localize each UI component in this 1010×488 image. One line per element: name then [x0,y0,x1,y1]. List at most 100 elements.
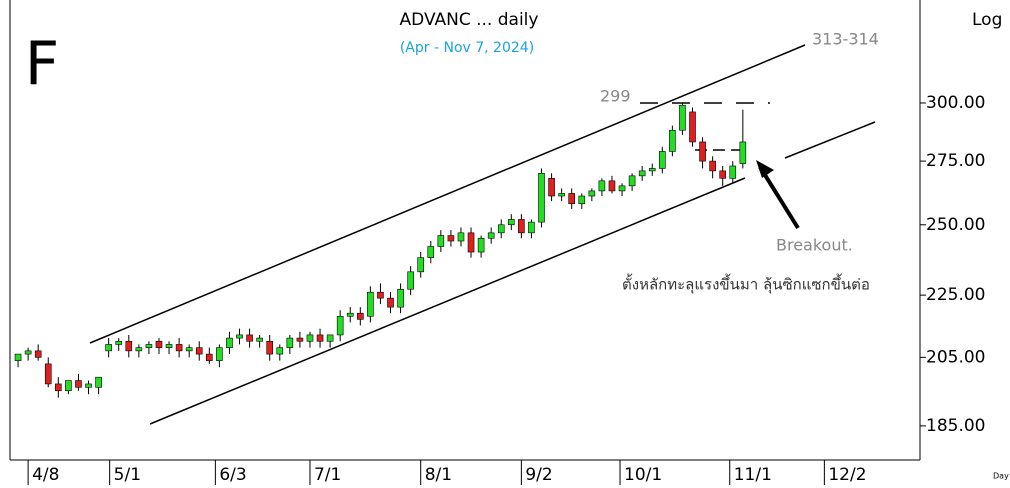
candle-body [387,297,394,308]
candle-body [145,344,153,348]
candle-body [628,175,636,187]
candle-body [175,344,183,352]
candle-body [407,271,414,290]
candle-body [135,347,143,352]
candle-body [578,195,586,205]
candle-body [336,315,344,336]
candle-body [105,344,112,352]
candle-body [34,350,42,358]
x-tick-label: 9/2 [525,465,552,485]
candle-body [679,104,686,131]
x-tick-label: 8/1 [425,465,452,485]
high-label: 299 [600,87,631,106]
candle-body [689,111,696,143]
candle-body [95,376,102,388]
candle-body [75,380,82,388]
y-tick-label: 225.00 [926,285,985,305]
candle-body [256,337,263,342]
candle-body [357,312,364,320]
candle-body [165,344,173,348]
candle-body [44,363,52,385]
candle-body [558,193,565,197]
candle-body [638,170,646,177]
candle-body [14,353,22,361]
candle-body [417,257,425,273]
candle-body [85,383,92,388]
candle-body [24,350,32,355]
candle-body [155,340,163,348]
candle-body [326,334,334,342]
candle-body [719,170,726,179]
y-tick-label: 250.00 [926,215,985,235]
candle-body [447,235,455,242]
y-tick-label: 185.00 [926,416,985,436]
candle-body [397,288,404,308]
lower-channel [149,177,746,425]
candle-body [548,178,555,197]
x-tick-label: 11/1 [734,465,772,485]
candle-body [528,221,535,234]
candle-body [508,219,515,226]
breakout-label: Breakout. [776,236,853,255]
candle-body [185,347,193,352]
candle-body [206,353,213,361]
candle-body [608,180,616,192]
candle-body [457,232,465,242]
candle-body [729,165,737,179]
chart-title: ADVANC ... daily [400,10,539,30]
candle-body [276,347,284,355]
candle-body [195,347,203,355]
letter: F [25,30,60,100]
arrow [758,165,800,230]
candle-body [286,337,294,348]
candle-body [739,141,747,164]
x-tick-label: 10/1 [624,465,662,485]
projection-line [784,121,876,159]
candle-body [497,224,505,234]
target-label: 313-314 [812,30,879,49]
y-tick-label: 300.00 [926,93,985,113]
x-tick-label: 5/1 [114,465,141,485]
candle-body [709,160,716,172]
upper-channel [89,44,806,344]
candle-body [538,173,545,223]
candle-body [346,312,354,317]
candle-body [487,232,495,239]
candle-body [659,151,666,169]
scale-label: Log [972,10,1002,30]
x-tick-label: 12/2 [828,465,866,485]
footer-label: Day [993,472,1009,481]
candle-body [477,237,485,253]
chart-subtitle: (Apr - Nov 7, 2024) [400,40,534,56]
candle-body [618,185,626,192]
x-tick-label: 4/8 [32,465,59,485]
candle-body [296,337,304,342]
candle-body [316,334,324,342]
note: ตั้งหลักทะลุแรงขึ้นมา ลุ้นซิกแซกขึ้นต่อ [622,274,870,295]
candle-body [518,219,525,234]
x-tick-label: 7/1 [314,465,341,485]
candle-body [598,180,606,192]
candle-body [125,340,133,352]
candle-body [648,168,656,172]
candle-body [226,337,233,348]
y-tick-label: 205.00 [926,347,985,367]
candle-body [246,334,253,342]
candle-body [306,334,314,342]
candle-body [588,190,596,197]
candle-body [216,347,223,361]
candle-body [699,141,706,162]
candle-body [568,193,576,205]
candle-body [377,291,384,299]
y-tick-label: 275.00 [926,151,985,171]
candle-body [437,235,445,247]
candle-body [427,246,435,258]
candle-body [115,340,123,345]
candle-body [669,129,676,152]
arrow-head [756,160,774,178]
candle-body [467,232,475,253]
candle-body [55,383,62,392]
candle-body [367,291,374,317]
x-tick-label: 6/3 [219,465,246,485]
